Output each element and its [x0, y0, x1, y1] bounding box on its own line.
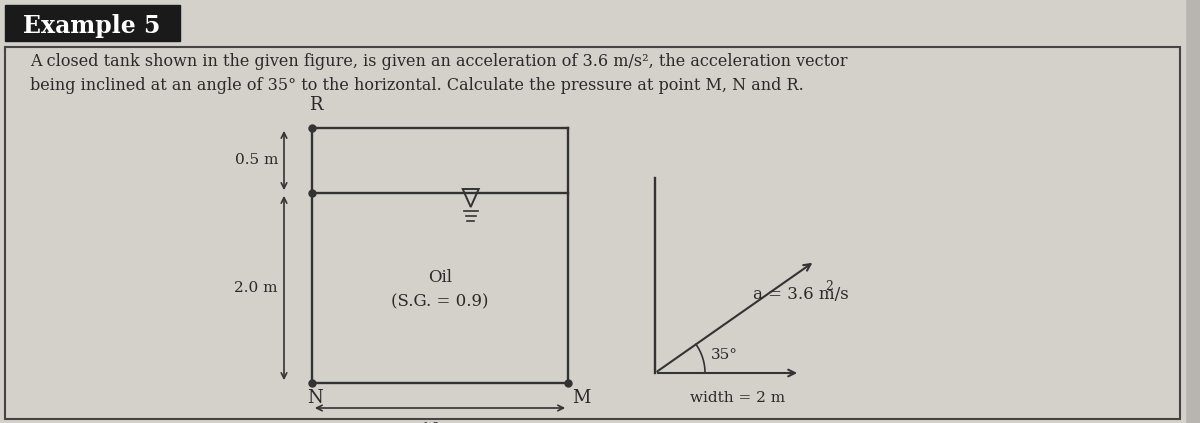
Text: A closed tank shown in the given figure, is given an acceleration of 3.6 m/s², t: A closed tank shown in the given figure,… [30, 53, 847, 71]
Text: R: R [310, 96, 323, 114]
Text: (S.G. = 0.9): (S.G. = 0.9) [391, 294, 488, 310]
Text: 2: 2 [824, 280, 833, 294]
Text: Example 5: Example 5 [23, 14, 161, 38]
Bar [5, 47, 1180, 419]
Bar [5, 5, 180, 41]
Text: width = 2 m: width = 2 m [690, 391, 785, 405]
Text: 2.0 m: 2.0 m [234, 281, 278, 295]
Text: 35°: 35° [710, 348, 738, 362]
Text: Oil: Oil [428, 269, 452, 286]
Text: M: M [572, 389, 590, 407]
Text: N: N [307, 389, 323, 407]
Text: 0.5 m: 0.5 m [235, 154, 278, 168]
Text: a = 3.6 m/s: a = 3.6 m/s [752, 286, 848, 303]
Text: being inclined at an angle of 35° to the horizontal. Calculate the pressure at p: being inclined at an angle of 35° to the… [30, 77, 804, 94]
Text: 10 m: 10 m [421, 422, 460, 423]
